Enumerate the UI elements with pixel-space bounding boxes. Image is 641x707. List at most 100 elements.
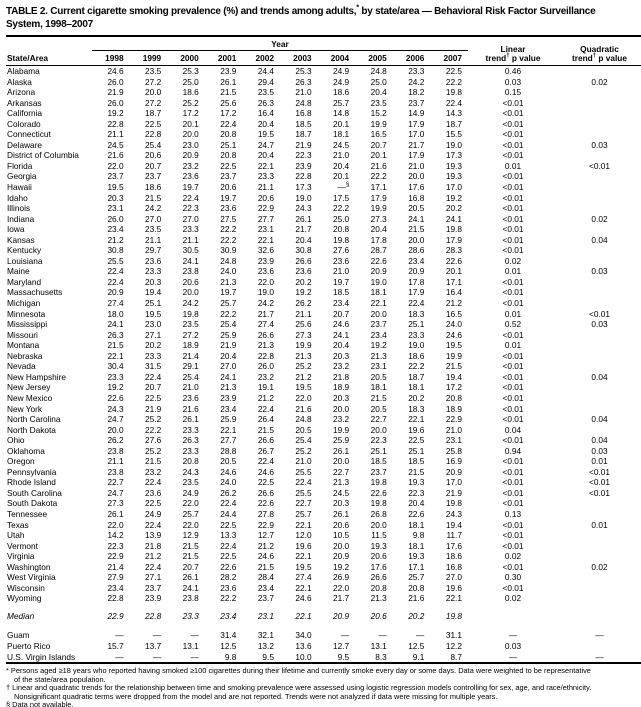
value-cell: 22.9 (107, 610, 124, 621)
linear-p-cell: <0.01 (502, 498, 524, 509)
value-cell: 11.5 (371, 530, 387, 541)
value-cell: 20.9 (182, 150, 199, 161)
linear-p-cell: <0.01 (502, 435, 524, 446)
value-cell: 21.0 (182, 382, 199, 393)
value-cell: 18.5 (370, 456, 387, 467)
value-cell: 22.4 (257, 456, 274, 467)
col-header-year: 2006 (405, 53, 425, 63)
value-cell: 25.7 (295, 508, 312, 519)
value-cell: 27.6 (145, 435, 162, 446)
value-cell: 25.0 (182, 76, 199, 87)
value-cell: 27.5 (220, 213, 237, 224)
value-cell: 20.0 (107, 424, 124, 435)
value-cell: 19.7 (333, 276, 350, 287)
value-cell: 19.4 (445, 519, 462, 530)
year-group-row: State/Area Year Linear trend† p value Qu… (6, 36, 641, 63)
value-cell: 22.4 (107, 266, 124, 277)
value-cell: 22.4 (145, 561, 162, 572)
value-cell: 9.8 (412, 530, 425, 541)
value-cell: 23.3 (182, 224, 199, 235)
value-cell: 21.5 (145, 192, 162, 203)
value-cell: 27.3 (370, 213, 387, 224)
value-cell: 24.6 (220, 466, 237, 477)
value-cell: 19.2 (370, 340, 387, 351)
footnote-continuation: Nonsignificant quadratic terms were drop… (14, 691, 498, 701)
table-row: Median 22.9 22.8 23.3 23.4 23.1 22.1 20.9 20.6 20… (6, 611, 641, 622)
table-row: California 19.2 18.7 17.2 17.2 16.4 16.8 14.8 15… (6, 108, 641, 119)
value-cell: 28.7 (370, 245, 387, 256)
value-cell: 21.6 (182, 403, 199, 414)
value-cell: 18.7 (145, 108, 162, 119)
table-row: North Carolina 24.7 25.2 26.1 25.9 26.4 24.8 23… (6, 414, 641, 425)
value-cell: 20.4 (295, 234, 312, 245)
linear-p-cell: <0.01 (502, 203, 524, 214)
state-name-cell: Florida (7, 160, 33, 171)
value-cell: 22.5 (257, 477, 274, 488)
table-row: South Carolina 24.7 23.6 24.9 26.2 26.6 25.5 24… (6, 488, 641, 499)
value-cell: 12.7 (333, 640, 350, 651)
value-cell: 32.1 (257, 630, 274, 641)
quadratic-p-cell (558, 530, 641, 541)
value-cell: 19.3 (445, 160, 462, 171)
value-cell: 24.0 (220, 477, 237, 488)
state-name-cell: Maine (7, 266, 30, 277)
state-name-cell: Rhode Island (7, 477, 56, 488)
value-cell: 24.2 (182, 298, 199, 309)
prevalence-table: State/Area Year Linear trend† p value Qu… (6, 35, 641, 665)
table-row: Texas 22.0 22.4 22.0 22.5 22.9 22.1 20.6 20.0 18.… (6, 520, 641, 531)
linear-p-cell: <0.01 (502, 371, 524, 382)
value-cell: 12.9 (182, 530, 199, 541)
value-cell: 20.0 (333, 540, 350, 551)
table-title: TABLE 2. Current cigarette smoking preva… (6, 4, 635, 31)
value-cell: 18.0 (107, 308, 124, 319)
value-cell: 22.9 (257, 519, 274, 530)
linear-p-cell: <0.01 (502, 519, 524, 530)
value-cell: 24.9 (333, 76, 350, 87)
state-name-cell: Utah (7, 530, 25, 541)
value-cell: 25.5 (107, 255, 124, 266)
value-cell: 22.2 (333, 203, 350, 214)
value-cell: 27.9 (107, 572, 124, 583)
value-cell: 22.3 (295, 150, 312, 161)
value-cell: 20.0 (370, 308, 387, 319)
linear-p-cell: <0.01 (502, 392, 524, 403)
table-row: Kansas 21.2 21.1 21.1 22.2 22.1 20.4 19.8 17.8 20… (6, 235, 641, 246)
value-cell: 24.6 (257, 466, 274, 477)
value-cell: 22.7 (333, 466, 350, 477)
linear-p-cell: <0.01 (502, 171, 524, 182)
linear-p-cell: 0.01 (504, 308, 522, 319)
value-cell: 15.5 (445, 129, 462, 140)
table-row: Pennsylvania 23.8 23.2 24.3 24.6 24.6 25.5 22.7… (6, 467, 641, 478)
quadratic-p-cell (558, 425, 641, 436)
value-cell: 20.5 (295, 424, 312, 435)
footnote: * Persons aged ≥18 years who reported ha… (6, 666, 639, 684)
value-cell: 22.8 (295, 171, 312, 182)
state-name-cell: Maryland (7, 276, 42, 287)
value-cell: 27.0 (220, 361, 237, 372)
state-name-cell: Michigan (7, 298, 41, 309)
quadratic-p-cell (558, 256, 641, 267)
table-row: Utah 14.2 13.9 12.9 13.3 12.7 12.0 10.5 11.5 9.8 1… (6, 530, 641, 541)
table-row: Missouri 26.3 27.1 27.2 25.9 26.6 27.3 24.1 23.4… (6, 330, 641, 341)
value-cell: 22.9 (107, 551, 124, 562)
value-cell: 21.9 (107, 87, 124, 98)
col-header-year: 2004 (330, 53, 350, 63)
value-cell: 23.2 (333, 361, 350, 372)
value-cell: 12.0 (295, 530, 312, 541)
linear-p-cell: <0.01 (502, 582, 524, 593)
table-row: Alabama 24.6 23.5 25.3 23.9 24.4 25.3 24.9 24.8 2… (6, 64, 641, 77)
value-cell: — (378, 630, 387, 641)
quadratic-p-cell: 0.03 (591, 266, 608, 277)
value-cell: 20.0 (408, 234, 425, 245)
value-cell: 25.4 (295, 435, 312, 446)
value-cell: 20.0 (370, 519, 387, 530)
value-cell: 23.1 (107, 203, 124, 214)
value-cell: 22.1 (445, 593, 462, 604)
value-cell: 22.5 (220, 551, 237, 562)
state-name-cell: Pennsylvania (7, 466, 57, 477)
value-cell: 18.6 (445, 551, 462, 562)
value-cell: 19.5 (107, 182, 124, 193)
value-cell: 25.1 (145, 298, 162, 309)
linear-p-cell: <0.01 (502, 276, 524, 287)
